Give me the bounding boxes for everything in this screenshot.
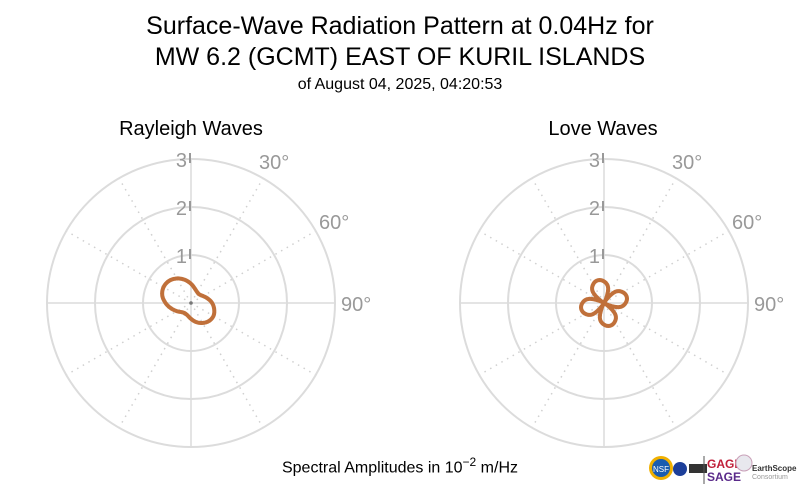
x-axis-label: Spectral Amplitudes in 10−2 m/Hz [0, 455, 800, 477]
xlabel-prefix: Spectral Amplitudes in 10 [281, 459, 463, 477]
spoke-30 [190, 177, 264, 304]
radial-tick-label: 3 [176, 150, 187, 172]
spoke-240 [478, 302, 605, 376]
spoke-300 [478, 230, 605, 304]
rayleigh-pattern-line [160, 276, 217, 325]
spoke-210 [531, 302, 605, 429]
spoke-30 [603, 177, 677, 304]
rayleigh-title: Rayleigh Waves [119, 118, 263, 140]
angle-tick-label: 30° [672, 152, 702, 174]
spoke-210 [118, 302, 192, 429]
chart-subtitle: of August 04, 2025, 04:20:53 [297, 76, 503, 93]
love-title: Love Waves [548, 118, 658, 140]
chart-title-line2: MW 6.2 (GCMT) EAST OF KURIL ISLANDS [154, 43, 646, 71]
radial-tick-label: 2 [589, 198, 600, 220]
radial-tick-label: 2 [176, 198, 187, 220]
radial-tick-label: 3 [589, 150, 600, 172]
angle-tick-label: 60° [732, 212, 762, 234]
spoke-60 [603, 230, 730, 304]
spoke-240 [65, 302, 192, 376]
spoke-300 [65, 230, 192, 304]
spoke-120 [603, 302, 730, 376]
angle-tick-label: 90° [341, 294, 371, 316]
angle-tick-label: 60° [319, 212, 349, 234]
spoke-330 [118, 177, 192, 304]
spoke-120 [190, 302, 317, 376]
love-pattern-line [579, 278, 629, 328]
angle-tick-label: 90° [754, 294, 784, 316]
xlabel-exponent: −2 [462, 455, 477, 469]
chart-title-line1: Surface-Wave Radiation Pattern at 0.04Hz… [146, 12, 654, 40]
radial-tick-label: 1 [176, 246, 187, 268]
spoke-330 [531, 177, 605, 304]
angle-tick-label: 30° [259, 152, 289, 174]
spoke-150 [190, 302, 264, 429]
spoke-60 [190, 230, 317, 304]
center-dot [189, 301, 193, 305]
spoke-150 [603, 302, 677, 429]
xlabel-suffix: m/Hz [476, 459, 518, 477]
radial-tick-label: 1 [589, 246, 600, 268]
